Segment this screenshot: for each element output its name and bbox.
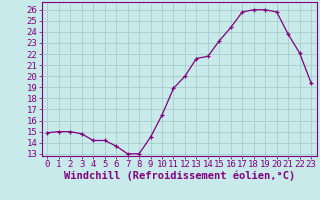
- X-axis label: Windchill (Refroidissement éolien,°C): Windchill (Refroidissement éolien,°C): [64, 171, 295, 181]
